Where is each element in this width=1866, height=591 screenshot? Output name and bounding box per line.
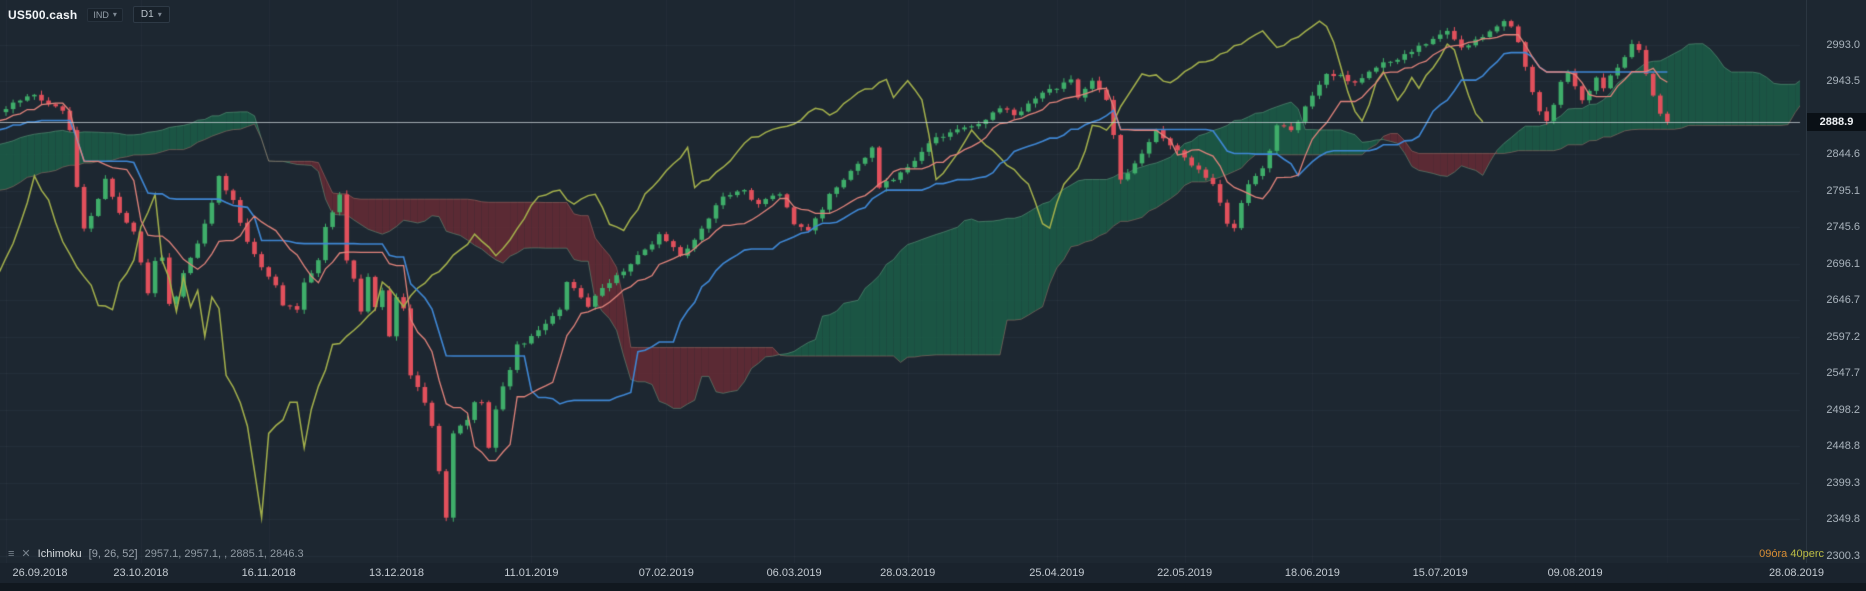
price-axis-label: 2745.6 — [1826, 221, 1860, 234]
instrument-type-label: IND — [93, 9, 109, 20]
indicator-params: [9, 26, 52] — [88, 548, 138, 560]
time-axis-label: 22.05.2019 — [1157, 567, 1213, 579]
horizontal-scrollbar-track[interactable] — [0, 583, 1866, 591]
candle-close-countdown: 09óra 40perc — [1759, 548, 1824, 560]
current-price-badge: 2888.9 — [1807, 112, 1866, 131]
countdown-hours: 09óra — [1759, 548, 1788, 560]
chevron-down-icon: ▾ — [112, 9, 117, 19]
price-axis-label: 2498.2 — [1826, 403, 1860, 416]
time-axis-label: 06.03.2019 — [766, 567, 822, 579]
time-axis-label: 09.08.2019 — [1547, 567, 1603, 579]
time-axis-label: 16.11.2018 — [241, 567, 296, 579]
chevron-down-icon: ▾ — [157, 9, 162, 19]
price-axis-label: 2795.1 — [1826, 184, 1860, 197]
timeframe-label: D1 — [140, 9, 154, 20]
price-axis-label: 2844.6 — [1826, 148, 1860, 161]
time-axis-label: 13.12.2018 — [368, 567, 425, 579]
time-axis-label: 18.06.2019 — [1284, 567, 1340, 579]
indicator-values: 2957.1, 2957.1, , 2885.1, 2846.3 — [144, 548, 304, 560]
time-axis-label: 25.04.2019 — [1029, 567, 1085, 579]
price-axis-label: 2597.2 — [1826, 330, 1860, 343]
price-axis-label: 2349.8 — [1826, 513, 1860, 526]
time-axis-label: 07.02.2019 — [638, 567, 694, 579]
indicator-legend: ≡ ✕ Ichimoku [9, 26, 52] 2957.1, 2957.1,… — [8, 548, 304, 560]
symbol-name: US500.cash — [8, 7, 78, 22]
price-axis-label: 2300.3 — [1826, 549, 1860, 562]
indicator-remove-icon[interactable]: ✕ — [21, 547, 31, 560]
indicator-name: Ichimoku — [37, 548, 82, 560]
time-axis-label: 28.08.2019 — [1768, 567, 1824, 579]
time-axis-label: 11.01.2019 — [504, 567, 559, 579]
price-axis-label: 2547.7 — [1826, 367, 1860, 380]
time-axis-label: 28.03.2019 — [880, 567, 936, 579]
indicator-menu-icon[interactable]: ≡ — [8, 547, 15, 560]
price-axis-label: 2448.8 — [1826, 440, 1860, 453]
price-axis-label: 2943.5 — [1826, 75, 1860, 88]
chart-header: US500.cash IND ▾ D1 ▾ — [8, 6, 170, 23]
time-axis-label: 23.10.2018 — [113, 567, 169, 579]
instrument-type-dropdown[interactable]: IND ▾ — [87, 7, 123, 22]
timeframe-dropdown[interactable]: D1 ▾ — [132, 6, 170, 23]
price-axis-label: 2399.3 — [1826, 476, 1860, 489]
candlestick-chart-canvas[interactable] — [0, 0, 1806, 563]
countdown-minutes: 40perc — [1790, 548, 1824, 560]
price-axis-label: 2696.1 — [1826, 257, 1860, 270]
current-price-value: 2888.9 — [1819, 115, 1854, 128]
price-axis[interactable]: 2993.0 2943.5 2844.6 2795.1 2745.6 2696.1 2646… — [1806, 0, 1866, 563]
price-axis-label: 2993.0 — [1826, 39, 1860, 51]
time-axis[interactable]: 26.09.2018 23.10.2018 16.11.2018 13.12.2018… — [0, 563, 1866, 583]
price-axis-label: 2646.7 — [1826, 294, 1860, 307]
time-axis-label: 26.09.2018 — [12, 567, 68, 579]
time-axis-label: 15.07.2019 — [1412, 567, 1468, 579]
